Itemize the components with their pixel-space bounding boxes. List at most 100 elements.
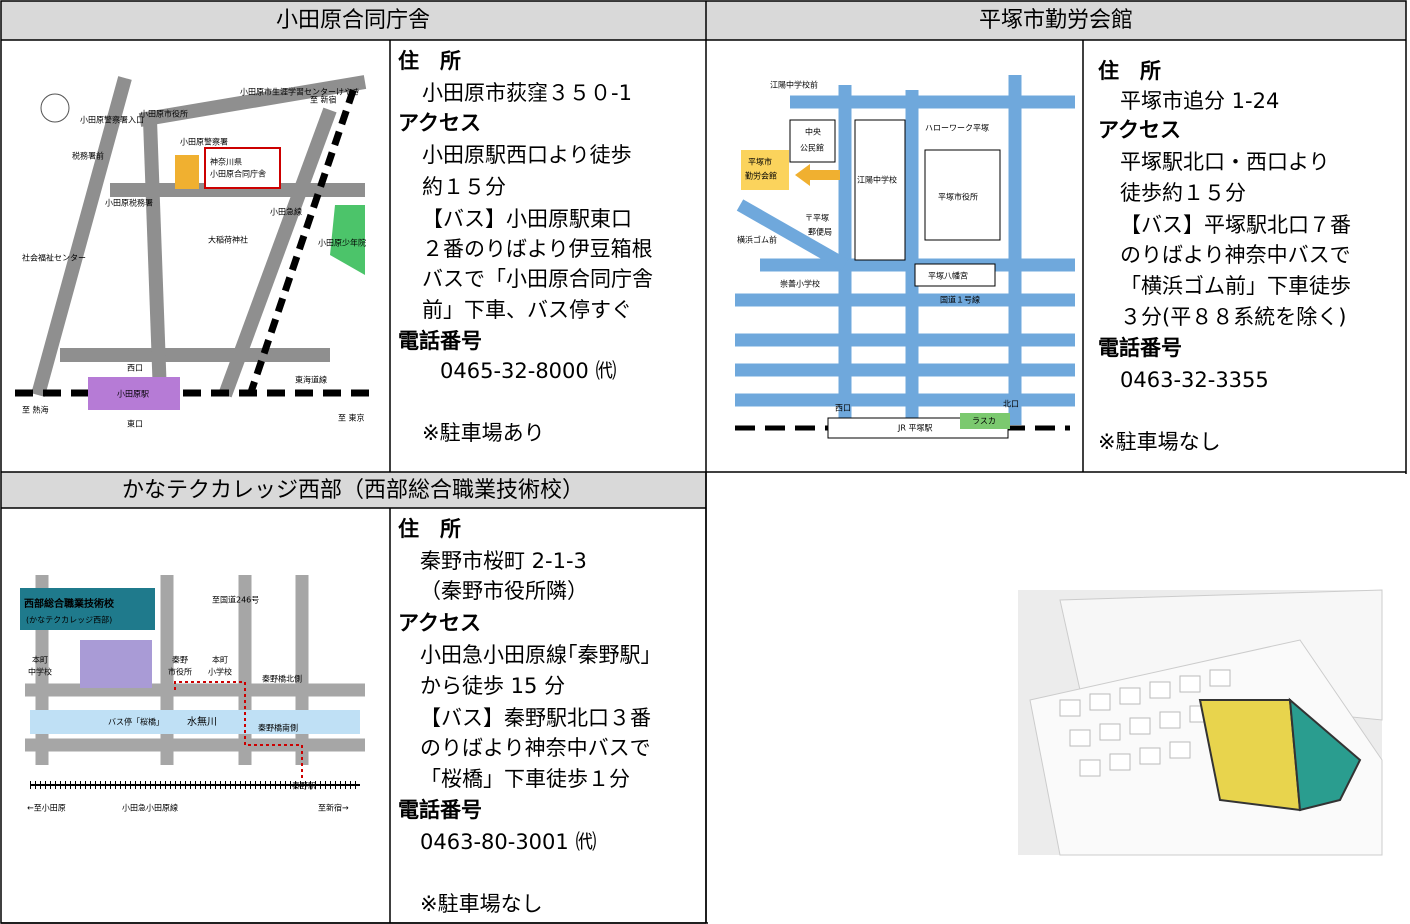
- map-label: JR 平塚駅: [897, 424, 932, 433]
- field-label: 電話番号: [398, 329, 482, 353]
- note: ※駐車場あり: [422, 421, 545, 445]
- map-label: 小田原警察署: [180, 137, 228, 147]
- map-label: 社会福祉センター: [22, 253, 86, 263]
- map-label: 小田原税務署: [105, 198, 153, 208]
- address-line: 平塚市追分 1-24: [1120, 89, 1279, 113]
- map-label: 公民館: [800, 143, 824, 153]
- map-label: 大稲荷神社: [208, 235, 248, 245]
- map-label: 至国道246号: [212, 595, 259, 605]
- access-line: のりばより神奈中バスで: [420, 736, 651, 760]
- section-title: 小田原合同庁舎: [276, 8, 430, 33]
- map-label: 平塚市役所: [938, 192, 978, 202]
- map-label: 中央: [805, 127, 821, 137]
- map-label: ラスカ: [972, 417, 996, 426]
- map-label: 水無川: [187, 715, 217, 728]
- map-label: 小田原警察署入口: [80, 115, 144, 125]
- map-label: 市役所: [168, 667, 192, 677]
- field-label: アクセス: [398, 611, 481, 635]
- map-label: 至 東京: [338, 413, 365, 423]
- map-label: 郵便局: [808, 227, 832, 237]
- map: 小田原市生涯学習センターけやき 至 新宿 小田原警察署入口 小田原市役所 小田原…: [14, 72, 370, 432]
- map: 西部総合職業技術校 (かなテクカレッジ西部) 至国道246号 本町 中学校 秦野…: [20, 575, 365, 813]
- map-label: 小田急小田原線: [122, 803, 178, 813]
- access-line: 前」下車、バス停すぐ: [422, 298, 632, 322]
- map-label: 江陽中学校前: [770, 80, 818, 90]
- field-label: 電話番号: [398, 798, 482, 822]
- field-label: 住 所: [398, 49, 461, 73]
- access-line: 【バス】秦野駅北口３番: [420, 706, 651, 730]
- map-label: 勤労会館: [745, 171, 777, 181]
- access-line: 【バス】平塚駅北口７番: [1120, 213, 1351, 237]
- access-line: から徒歩 15 分: [420, 674, 565, 698]
- map-label: 秦野橋北側: [262, 674, 302, 684]
- map-label: ←至小田原: [27, 804, 66, 813]
- map-label: 平塚市: [748, 157, 772, 167]
- map-label: 小田原合同庁舎: [210, 169, 266, 179]
- map-label: 国道１号線: [940, 295, 980, 305]
- map-label: 小学校: [208, 667, 232, 677]
- access-line: バスで「小田原合同庁舎: [422, 267, 653, 291]
- map-label: ハローワーク平塚: [925, 124, 989, 133]
- map-label: 平塚八幡宮: [928, 271, 968, 281]
- map-label: 小田原少年院: [318, 238, 366, 248]
- section-title: かなテクカレッジ西部（西部総合職業技術校）: [122, 478, 584, 503]
- map: 江陽中学校前 中央 公民館 ハローワーク平塚 平塚市 勤労会館 江陽中学校 平塚…: [735, 75, 1075, 439]
- map-label: 崇善小学校: [780, 279, 820, 289]
- access-line: ２番のりばより伊豆箱根: [422, 237, 653, 261]
- note: ※駐車場なし: [1098, 430, 1221, 454]
- access-line: ３分(平８８系統を除く): [1120, 305, 1346, 329]
- header-row: [1, 472, 706, 508]
- map-label: 本町: [32, 655, 48, 665]
- access-line: 約１５分: [422, 175, 506, 199]
- photo: [1018, 589, 1383, 856]
- map-label: 西部総合職業技術校: [24, 597, 115, 610]
- map-label: 江陽中学校: [857, 175, 897, 185]
- phone: 0465-32-8000 ㈹: [440, 359, 616, 383]
- field-label: アクセス: [398, 111, 481, 135]
- address-line: （秦野市役所隣）: [420, 579, 588, 603]
- map-label: 東口: [127, 419, 143, 429]
- map-label: 至新宿→: [318, 803, 349, 813]
- field-label: 住 所: [398, 517, 461, 541]
- header-row: [1, 1, 1406, 40]
- map-label: 神奈川県: [210, 157, 242, 167]
- map-label: 〒平塚: [805, 214, 829, 223]
- field-label: 住 所: [1098, 59, 1161, 83]
- field-label: アクセス: [1098, 118, 1181, 142]
- map-label: バス停「桜橋」: [108, 717, 164, 727]
- map-label: 中学校: [28, 667, 52, 677]
- phone: 0463-80-3001 ㈹: [420, 830, 596, 854]
- address-line: 秦野市桜町 2-1-3: [420, 549, 587, 573]
- phone: 0463-32-3355: [1120, 368, 1269, 392]
- access-line: 小田原駅西口より徒歩: [422, 143, 632, 167]
- access-line: 小田急小田原線｢秦野駅｣: [420, 643, 651, 667]
- map-label: 西口: [127, 364, 143, 373]
- access-line: 「横浜ゴム前」下車徒歩: [1120, 274, 1351, 298]
- map-label: 至 新宿: [310, 95, 337, 105]
- note: ※駐車場なし: [420, 892, 543, 916]
- address-line: 小田原市荻窪３５０-1: [422, 81, 632, 105]
- map-label: 小田原駅: [117, 390, 149, 399]
- access-line: 平塚駅北口・西口より: [1120, 150, 1330, 174]
- map-label: 小田原市生涯学習センターけやき: [240, 87, 360, 97]
- map-label: 小田原市役所: [140, 109, 188, 119]
- map-label: 東海道線: [295, 375, 327, 385]
- map-label: 秦野: [172, 655, 188, 665]
- map-label: 至 熱海: [22, 405, 49, 415]
- map-label: 小田急線: [270, 207, 302, 217]
- map-label: 横浜ゴム前: [737, 235, 777, 245]
- map-label: 税務署前: [72, 151, 104, 161]
- section-title: 平塚市勤労会館: [979, 8, 1133, 33]
- field-label: 電話番号: [1098, 336, 1182, 360]
- map-label: 西口: [835, 404, 851, 413]
- map-label: 本町: [212, 655, 228, 665]
- access-line: 徒歩約１５分: [1120, 181, 1246, 205]
- access-line: 【バス】小田原駅東口: [422, 207, 632, 231]
- map-label: 北口: [1003, 400, 1019, 409]
- access-line: 「桜橋」下車徒歩１分: [420, 767, 630, 791]
- map-label: (かなテクカレッジ西部): [26, 615, 112, 625]
- access-line: のりばより神奈中バスで: [1120, 243, 1351, 267]
- map-label: 秦野橋南側: [258, 723, 298, 733]
- map-label: 秦野駅: [292, 781, 316, 791]
